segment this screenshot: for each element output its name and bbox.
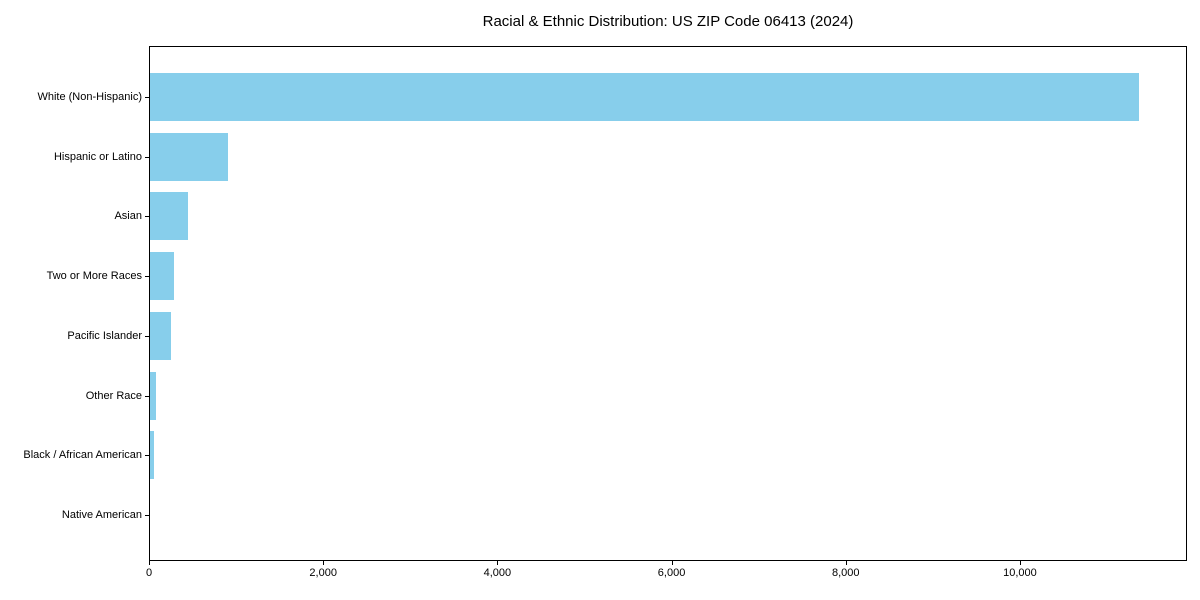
y-tick-label-other-race: Other Race: [85, 389, 142, 402]
bar-asian: [150, 192, 189, 241]
y-tick-label-white-non-hispanic: White (Non-Hispanic): [37, 91, 142, 103]
x-tick-label-10-000: 10,000: [1003, 567, 1037, 579]
y-tick-label-hispanic-or-latino: Hispanic or Latino: [53, 150, 142, 163]
y-tick-mark: [145, 97, 149, 98]
x-tick-mark: [845, 561, 847, 565]
x-tick-label-0: 0: [145, 567, 153, 579]
x-tick-label-2-000: 2,000: [309, 567, 337, 579]
y-tick-mark: [145, 156, 149, 158]
bar-other-race: [150, 371, 157, 420]
x-tick-mark: [497, 561, 499, 565]
y-tick-label-two-or-more-races: Two or More Races: [46, 270, 142, 283]
y-tick-mark: [145, 455, 149, 457]
y-tick-mark: [145, 335, 149, 337]
x-tick-label-4-000: 4,000: [483, 567, 512, 579]
x-tick-mark: [671, 561, 673, 565]
y-tick-mark: [145, 515, 149, 516]
x-tick-label-6-000: 6,000: [657, 567, 686, 579]
bar-pacific-islander: [150, 311, 172, 360]
x-tick-mark: [149, 561, 150, 565]
x-tick-mark: [323, 561, 325, 565]
x-tick-label-8-000: 8,000: [831, 567, 860, 579]
bar-hispanic-or-latino: [150, 132, 229, 181]
y-tick-mark: [145, 395, 149, 397]
y-tick-label-black-african-american: Black / African American: [23, 449, 142, 462]
x-tick-mark: [1019, 561, 1021, 565]
y-tick-label-pacific-islander: Pacific Islander: [67, 329, 142, 342]
chart-title: Racial & Ethnic Distribution: US ZIP Cod…: [482, 13, 854, 30]
plot-area: [149, 46, 1187, 561]
bar-black-african-american: [150, 431, 155, 480]
y-tick-label-asian: Asian: [114, 210, 142, 223]
y-tick-mark: [145, 216, 149, 218]
bar-white-non-hispanic: [150, 73, 1139, 121]
y-tick-label-native-american: Native American: [61, 509, 142, 521]
bar-two-or-more-races: [150, 252, 174, 301]
y-tick-mark: [145, 276, 149, 278]
